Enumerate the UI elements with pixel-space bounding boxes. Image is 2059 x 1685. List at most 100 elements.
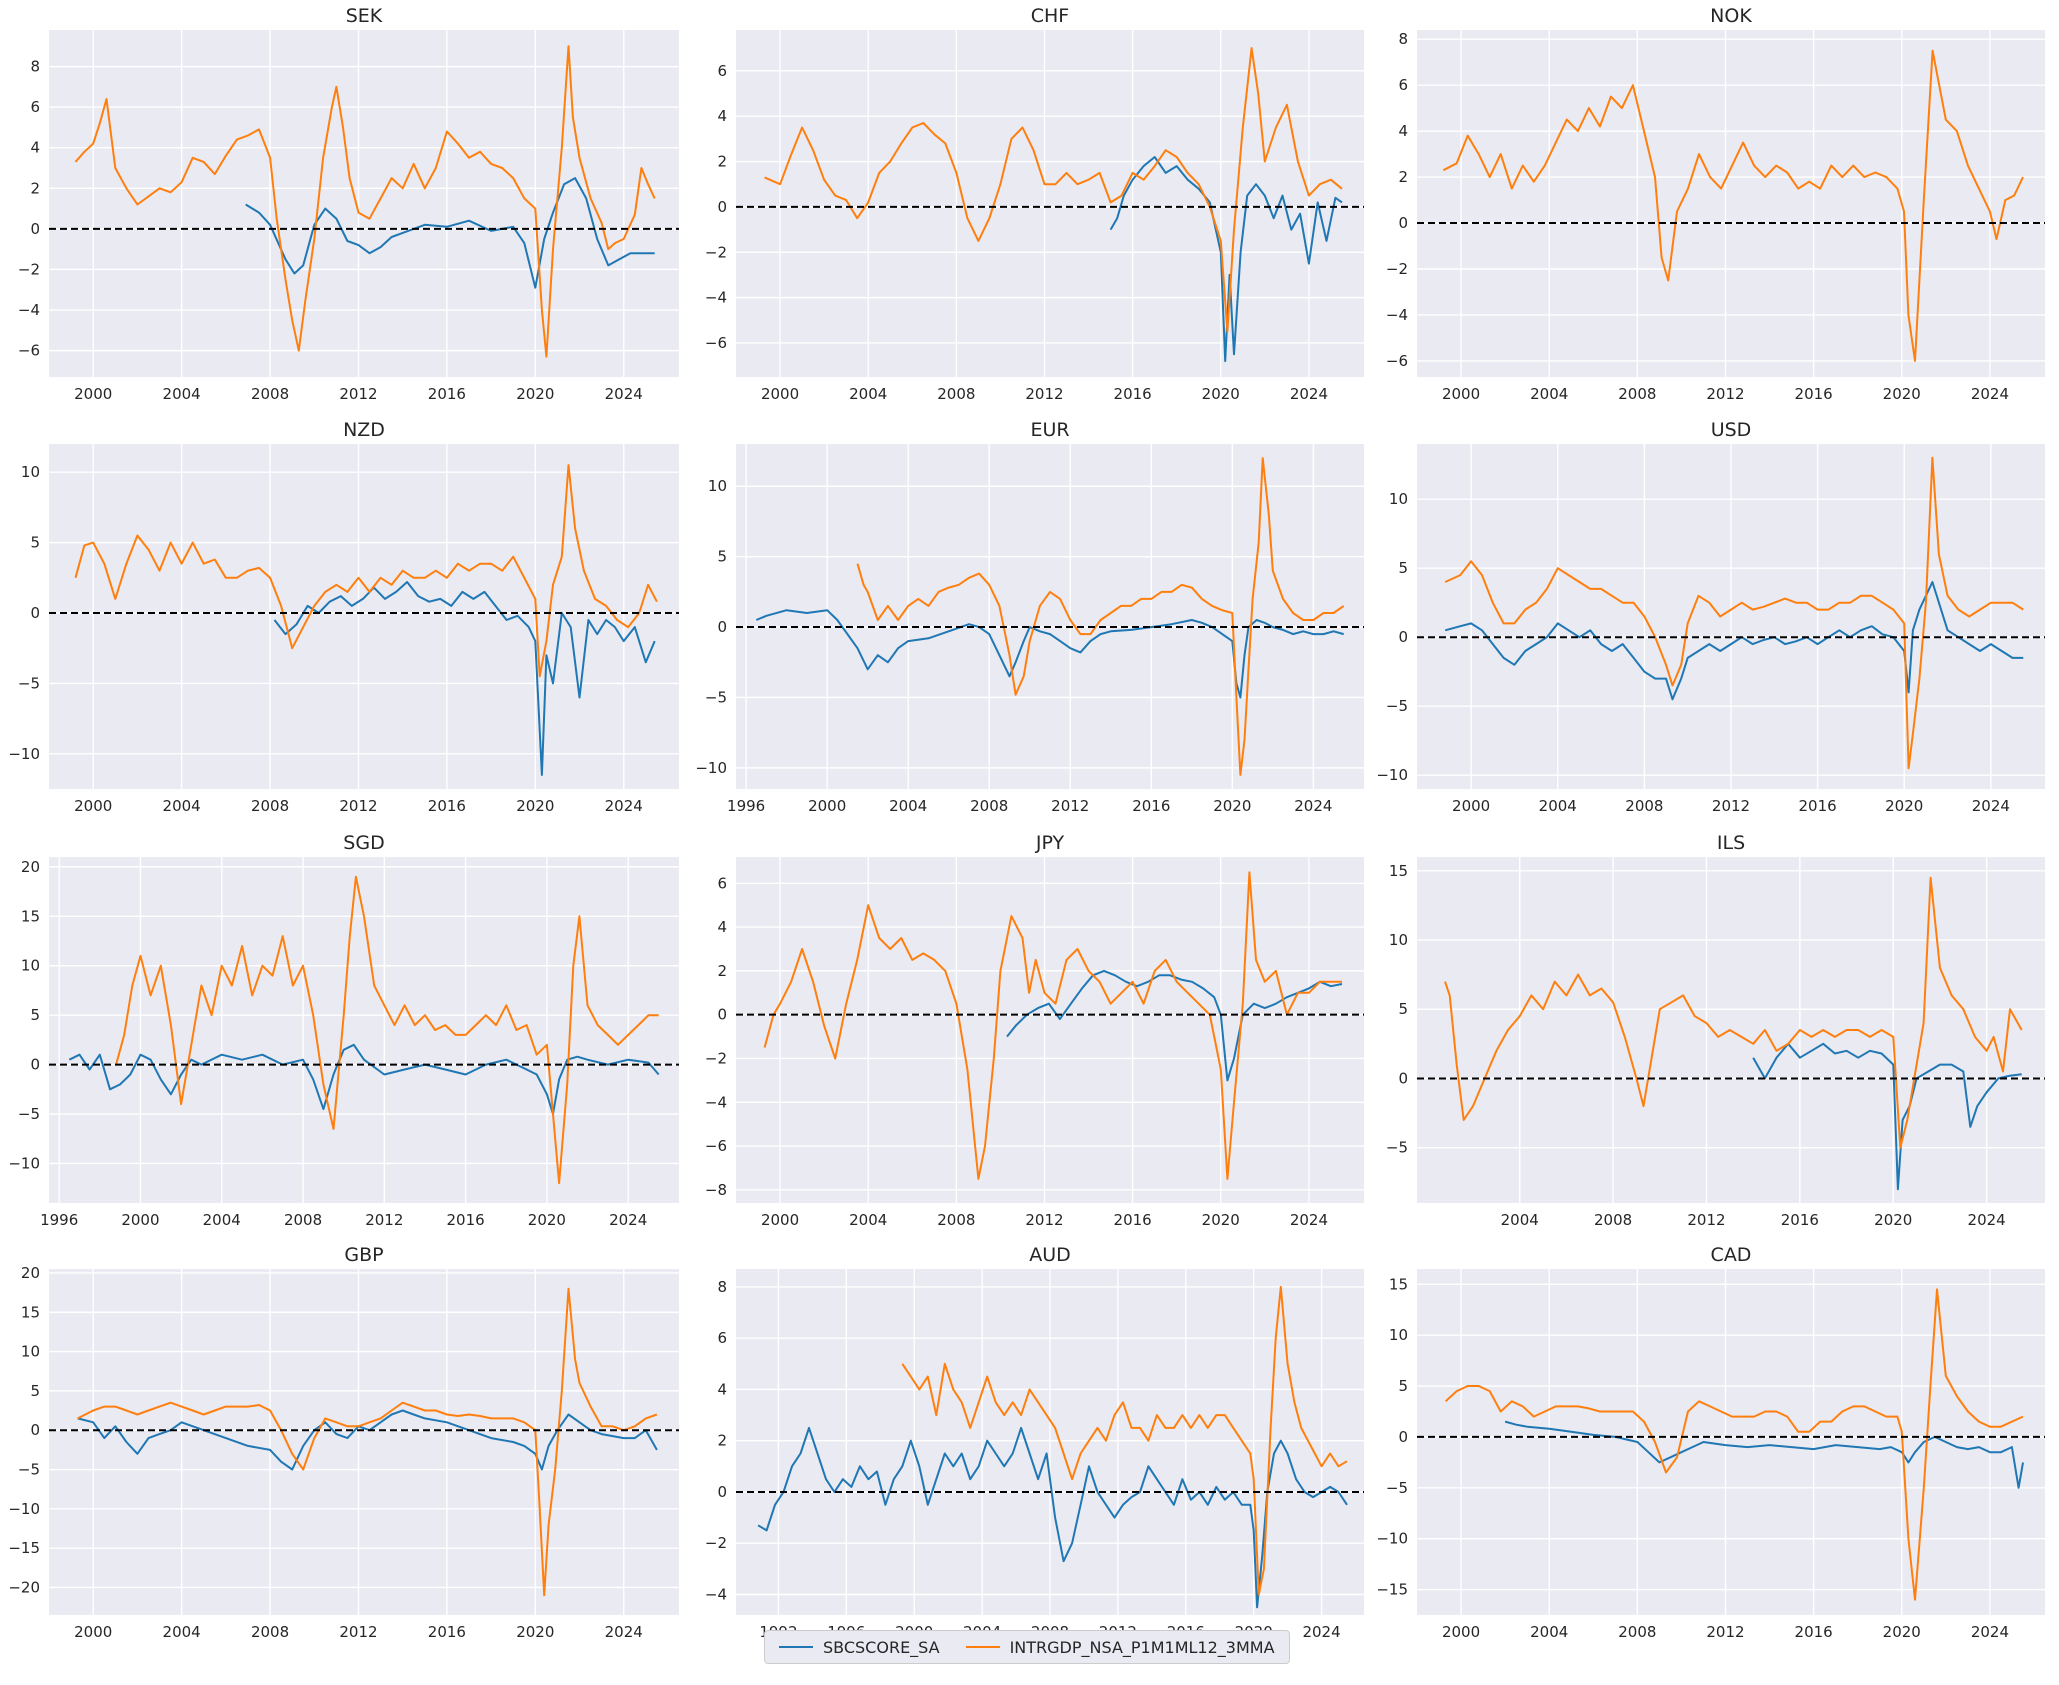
plot-area (1417, 1269, 2045, 1615)
x-tick-label: 2000 (1442, 1623, 1480, 1641)
subplot-title: CHF (1031, 5, 1069, 27)
x-tick-label: 1996 (40, 1211, 78, 1229)
y-tick-label: 4 (30, 139, 40, 157)
subplot-title: NOK (1710, 5, 1752, 27)
x-tick-label: 2012 (1025, 1211, 1063, 1229)
y-tick-label: 0 (717, 618, 727, 636)
x-tick-label: 2004 (849, 385, 887, 403)
series-line (764, 47, 1343, 333)
y-tick-label: 10 (1389, 931, 1408, 949)
x-tick-label: 2024 (609, 1211, 647, 1229)
x-tick-label: 2016 (428, 1623, 466, 1641)
y-tick-label: 0 (717, 1006, 727, 1024)
x-tick-label: 2004 (203, 1211, 241, 1229)
x-tick-label: 2024 (1972, 797, 2010, 815)
x-tick-label: 2012 (1706, 1623, 1744, 1641)
x-tick-label: 2000 (74, 1623, 112, 1641)
x-tick-label: 2024 (605, 1623, 643, 1641)
y-tick-label: 2 (30, 179, 40, 197)
x-tick-label: 2016 (1132, 797, 1170, 815)
legend-item: SBCSCORE_SA (779, 1638, 940, 1657)
x-tick-label: 2016 (1114, 1211, 1152, 1229)
x-tick-label: 2020 (1202, 1211, 1240, 1229)
y-tick-label: −8 (705, 1181, 727, 1199)
y-tick-label: 4 (717, 918, 727, 936)
y-tick-label: −2 (705, 243, 727, 261)
x-tick-label: 2016 (428, 797, 466, 815)
subplot-nzd: 2000 2004 2008 2012 2016 2020 2024 −10 −5 0 5 10 NZD (8, 419, 679, 815)
plot-area (49, 857, 679, 1203)
series-line (901, 1285, 1348, 1596)
y-tick-label: 5 (717, 548, 727, 566)
series-line (245, 177, 655, 289)
y-tick-label: −4 (705, 1585, 727, 1603)
x-tick-label: 2000 (808, 797, 846, 815)
y-tick-label: 15 (21, 907, 40, 925)
y-tick-label: 20 (21, 1264, 40, 1282)
x-tick-label: 2004 (1530, 385, 1568, 403)
plot-area (736, 857, 1364, 1203)
x-tick-label: 2000 (74, 385, 112, 403)
y-tick-label: 0 (30, 1421, 40, 1439)
x-tick-label: 2016 (1799, 797, 1837, 815)
x-tick-label: 2020 (516, 797, 554, 815)
subplot-ils: 2004 2008 2012 2016 2020 2024 −5 0 5 10 15 ILS (1386, 832, 2045, 1229)
series-line (273, 581, 656, 776)
y-tick-label: 5 (1398, 1000, 1408, 1018)
x-tick-label: 2008 (1618, 385, 1656, 403)
subplot-cad: 2000 2004 2008 2012 2016 2020 2024 −15 −10 −5 0 5 10… (1376, 1244, 2045, 1641)
x-tick-label: 2000 (74, 797, 112, 815)
y-tick-label: 8 (30, 58, 40, 76)
x-tick-label: 2020 (516, 1623, 554, 1641)
x-tick-label: 2016 (1781, 1211, 1819, 1229)
y-tick-label: 8 (717, 1278, 727, 1296)
y-tick-label: 15 (21, 1303, 40, 1321)
y-tick-label: 0 (1398, 1069, 1408, 1087)
x-tick-label: 2008 (970, 797, 1008, 815)
y-tick-label: 20 (21, 858, 40, 876)
y-tick-label: −4 (1386, 306, 1408, 324)
legend-swatch-1 (779, 1646, 813, 1648)
y-tick-label: −10 (695, 759, 727, 777)
y-tick-label: 5 (1398, 559, 1408, 577)
subplot-title: CAD (1711, 1244, 1752, 1266)
y-tick-label: 2 (717, 153, 727, 171)
x-tick-label: 2020 (1202, 385, 1240, 403)
legend-label-2: INTRGDP_NSA_P1M1ML12_3MMA (1009, 1637, 1275, 1657)
y-tick-label: −15 (8, 1539, 40, 1557)
series-line (856, 457, 1345, 776)
series-line (1109, 156, 1343, 363)
series-line (74, 464, 658, 678)
y-tick-label: 4 (1398, 122, 1408, 140)
subplot-title: JPY (1035, 832, 1065, 854)
subplot-title: EUR (1030, 419, 1069, 441)
y-tick-label: −5 (1386, 1139, 1408, 1157)
subplot-title: ILS (1717, 832, 1745, 854)
y-tick-label: −10 (8, 1500, 40, 1518)
x-tick-label: 2000 (761, 385, 799, 403)
x-tick-label: 2000 (121, 1211, 159, 1229)
y-tick-label: −6 (705, 1137, 727, 1155)
y-tick-label: 6 (717, 62, 727, 80)
x-tick-label: 2012 (339, 797, 377, 815)
y-tick-label: 5 (30, 1006, 40, 1024)
y-tick-label: 0 (30, 220, 40, 238)
x-tick-label: 2024 (1971, 385, 2009, 403)
y-tick-label: −10 (8, 745, 40, 763)
y-tick-label: −10 (1376, 1530, 1408, 1548)
y-tick-label: −2 (705, 1534, 727, 1552)
x-tick-label: 2020 (1213, 797, 1251, 815)
x-tick-label: 2004 (163, 385, 201, 403)
y-tick-label: 0 (1398, 214, 1408, 232)
plot-area (49, 444, 679, 789)
x-tick-label: 2008 (251, 385, 289, 403)
x-tick-label: 2008 (251, 1623, 289, 1641)
subplot-sek: 2000 2004 2008 2012 2016 2020 2024 −6 −4 −2 0 2 4 6 8 S… (18, 5, 679, 403)
x-tick-label: 2024 (1294, 797, 1332, 815)
x-tick-label: 2000 (761, 1211, 799, 1229)
y-tick-label: 5 (30, 534, 40, 552)
legend-swatch-2 (965, 1646, 1000, 1648)
y-tick-label: −10 (1376, 766, 1408, 784)
y-tick-label: −6 (1386, 352, 1408, 370)
x-tick-label: 2020 (1885, 797, 1923, 815)
